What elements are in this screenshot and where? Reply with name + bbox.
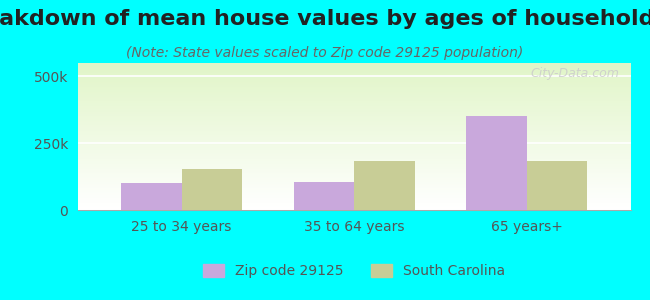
Bar xyxy=(354,160,415,210)
Bar xyxy=(467,116,527,210)
Bar xyxy=(121,183,181,210)
Text: City-Data.com: City-Data.com xyxy=(530,68,619,80)
Legend: Zip code 29125, South Carolina: Zip code 29125, South Carolina xyxy=(198,259,511,284)
Text: (Note: State values scaled to Zip code 29125 population): (Note: State values scaled to Zip code 2… xyxy=(126,46,524,61)
Bar xyxy=(294,182,354,210)
Bar xyxy=(181,169,242,210)
Bar xyxy=(527,160,588,210)
Text: Breakdown of mean house values by ages of householders: Breakdown of mean house values by ages o… xyxy=(0,9,650,29)
